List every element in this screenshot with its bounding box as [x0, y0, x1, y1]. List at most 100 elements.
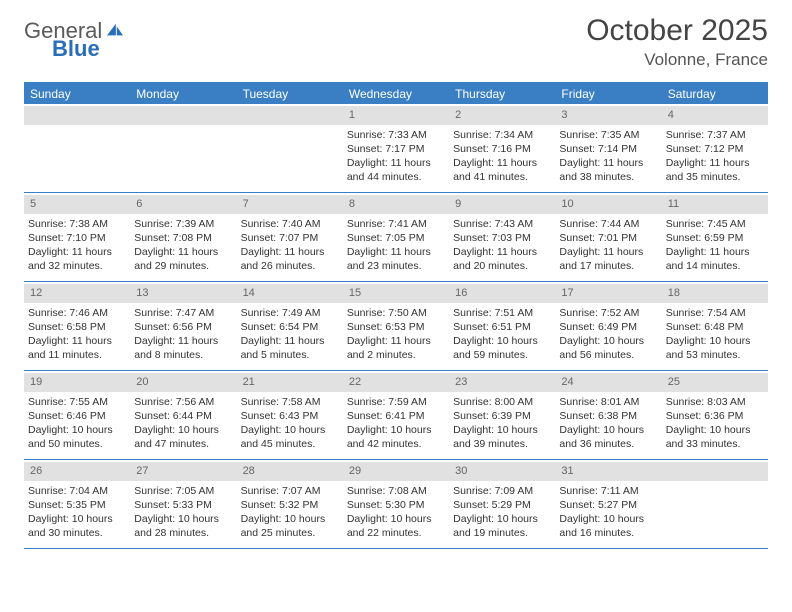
daylight-text: and 53 minutes.: [666, 348, 764, 362]
daylight-text: and 45 minutes.: [241, 437, 339, 451]
dow-monday: Monday: [130, 84, 236, 104]
sunrise-text: Sunrise: 7:52 AM: [559, 306, 657, 320]
day-cell: 2Sunrise: 7:34 AMSunset: 7:16 PMDaylight…: [449, 104, 555, 192]
sunset-text: Sunset: 6:48 PM: [666, 320, 764, 334]
sunset-text: Sunset: 5:32 PM: [241, 498, 339, 512]
daylight-text: Daylight: 10 hours: [241, 512, 339, 526]
sunset-text: Sunset: 7:08 PM: [134, 231, 232, 245]
sunset-text: Sunset: 5:29 PM: [453, 498, 551, 512]
daylight-text: Daylight: 10 hours: [559, 423, 657, 437]
day-number: 20: [130, 373, 236, 392]
sunrise-text: Sunrise: 7:44 AM: [559, 217, 657, 231]
day-number: 19: [24, 373, 130, 392]
sunrise-text: Sunrise: 7:45 AM: [666, 217, 764, 231]
daylight-text: and 19 minutes.: [453, 526, 551, 540]
daylight-text: Daylight: 10 hours: [559, 512, 657, 526]
day-number: 4: [662, 106, 768, 125]
dow-wednesday: Wednesday: [343, 84, 449, 104]
day-cell: 15Sunrise: 7:50 AMSunset: 6:53 PMDayligh…: [343, 282, 449, 370]
sunrise-text: Sunrise: 8:03 AM: [666, 395, 764, 409]
daylight-text: Daylight: 10 hours: [134, 423, 232, 437]
day-cell: 30Sunrise: 7:09 AMSunset: 5:29 PMDayligh…: [449, 460, 555, 548]
daylight-text: and 33 minutes.: [666, 437, 764, 451]
week-row: 5Sunrise: 7:38 AMSunset: 7:10 PMDaylight…: [24, 193, 768, 282]
day-cell: [662, 460, 768, 548]
day-cell: 5Sunrise: 7:38 AMSunset: 7:10 PMDaylight…: [24, 193, 130, 281]
sunrise-text: Sunrise: 8:00 AM: [453, 395, 551, 409]
header: GeneralBlue October 2025 Volonne, France: [24, 14, 768, 70]
daylight-text: and 30 minutes.: [28, 526, 126, 540]
day-number: 6: [130, 195, 236, 214]
daylight-text: Daylight: 10 hours: [241, 423, 339, 437]
sunset-text: Sunset: 6:43 PM: [241, 409, 339, 423]
daylight-text: and 32 minutes.: [28, 259, 126, 273]
sunset-text: Sunset: 5:30 PM: [347, 498, 445, 512]
sunrise-text: Sunrise: 7:46 AM: [28, 306, 126, 320]
dow-tuesday: Tuesday: [237, 84, 343, 104]
day-number: 10: [555, 195, 661, 214]
day-cell: 22Sunrise: 7:59 AMSunset: 6:41 PMDayligh…: [343, 371, 449, 459]
sunrise-text: Sunrise: 7:56 AM: [134, 395, 232, 409]
sunset-text: Sunset: 6:58 PM: [28, 320, 126, 334]
day-cell: 6Sunrise: 7:39 AMSunset: 7:08 PMDaylight…: [130, 193, 236, 281]
daylight-text: Daylight: 11 hours: [666, 156, 764, 170]
day-cell: 11Sunrise: 7:45 AMSunset: 6:59 PMDayligh…: [662, 193, 768, 281]
daylight-text: Daylight: 11 hours: [28, 245, 126, 259]
day-cell: 25Sunrise: 8:03 AMSunset: 6:36 PMDayligh…: [662, 371, 768, 459]
day-cell: 4Sunrise: 7:37 AMSunset: 7:12 PMDaylight…: [662, 104, 768, 192]
day-cell: 10Sunrise: 7:44 AMSunset: 7:01 PMDayligh…: [555, 193, 661, 281]
month-title: October 2025: [586, 14, 768, 48]
daylight-text: Daylight: 10 hours: [453, 334, 551, 348]
daylight-text: Daylight: 11 hours: [666, 245, 764, 259]
day-cell: 21Sunrise: 7:58 AMSunset: 6:43 PMDayligh…: [237, 371, 343, 459]
daylight-text: Daylight: 10 hours: [28, 512, 126, 526]
daylight-text: and 29 minutes.: [134, 259, 232, 273]
day-cell: 20 Sunrise: 7:56 AMSunset: 6:44 PMDayligh…: [130, 371, 236, 459]
day-number: 29: [343, 462, 449, 481]
daylight-text: Daylight: 11 hours: [453, 245, 551, 259]
day-number: [130, 106, 236, 125]
sunset-text: Sunset: 6:44 PM: [134, 409, 232, 423]
day-number: 22: [343, 373, 449, 392]
sunrise-text: Sunrise: 7:07 AM: [241, 484, 339, 498]
sunset-text: Sunset: 7:07 PM: [241, 231, 339, 245]
daylight-text: Daylight: 11 hours: [559, 156, 657, 170]
day-number: [24, 106, 130, 125]
sunset-text: Sunset: 6:36 PM: [666, 409, 764, 423]
day-number: 18: [662, 284, 768, 303]
logo: GeneralBlue: [24, 20, 125, 60]
day-cell: 17Sunrise: 7:52 AMSunset: 6:49 PMDayligh…: [555, 282, 661, 370]
sunrise-text: Sunrise: 7:47 AM: [134, 306, 232, 320]
sunrise-text: Sunrise: 7:40 AM: [241, 217, 339, 231]
day-number: 11: [662, 195, 768, 214]
logo-blue-text: Blue: [52, 38, 125, 60]
day-cell: 28Sunrise: 7:07 AMSunset: 5:32 PMDayligh…: [237, 460, 343, 548]
sunset-text: Sunset: 6:53 PM: [347, 320, 445, 334]
day-cell: [24, 104, 130, 192]
daylight-text: and 28 minutes.: [134, 526, 232, 540]
sunset-text: Sunset: 7:03 PM: [453, 231, 551, 245]
daylight-text: Daylight: 11 hours: [453, 156, 551, 170]
day-of-week-header: Sunday Monday Tuesday Wednesday Thursday…: [24, 84, 768, 104]
day-cell: 3Sunrise: 7:35 AMSunset: 7:14 PMDaylight…: [555, 104, 661, 192]
daylight-text: and 17 minutes.: [559, 259, 657, 273]
day-cell: 1Sunrise: 7:33 AMSunset: 7:17 PMDaylight…: [343, 104, 449, 192]
day-number: 30: [449, 462, 555, 481]
daylight-text: and 23 minutes.: [347, 259, 445, 273]
daylight-text: Daylight: 11 hours: [559, 245, 657, 259]
day-cell: 14Sunrise: 7:49 AMSunset: 6:54 PMDayligh…: [237, 282, 343, 370]
daylight-text: Daylight: 11 hours: [347, 245, 445, 259]
daylight-text: Daylight: 11 hours: [347, 334, 445, 348]
daylight-text: Daylight: 10 hours: [666, 423, 764, 437]
day-number: 1: [343, 106, 449, 125]
day-cell: 13Sunrise: 7:47 AMSunset: 6:56 PMDayligh…: [130, 282, 236, 370]
sunset-text: Sunset: 7:14 PM: [559, 142, 657, 156]
day-number: 8: [343, 195, 449, 214]
daylight-text: Daylight: 10 hours: [134, 512, 232, 526]
daylight-text: and 8 minutes.: [134, 348, 232, 362]
sunset-text: Sunset: 7:16 PM: [453, 142, 551, 156]
sunrise-text: Sunrise: 8:01 AM: [559, 395, 657, 409]
sunrise-text: Sunrise: 7:05 AM: [134, 484, 232, 498]
sunrise-text: Sunrise: 7:58 AM: [241, 395, 339, 409]
daylight-text: and 50 minutes.: [28, 437, 126, 451]
